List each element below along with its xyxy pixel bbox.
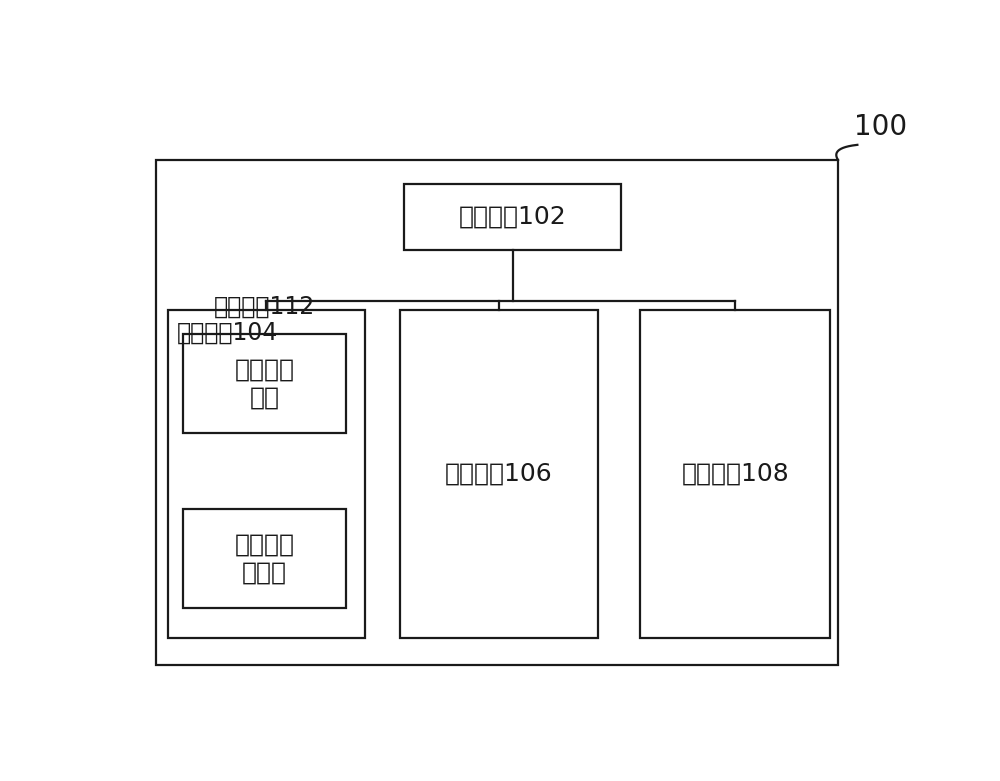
- Text: 输出装置108: 输出装置108: [681, 462, 789, 486]
- Text: 非易失性
存储器: 非易失性 存储器: [234, 533, 294, 584]
- Bar: [640, 310, 830, 638]
- Bar: [404, 184, 621, 250]
- Text: 易失性存
储器: 易失性存 储器: [234, 358, 294, 410]
- Text: 输入装置106: 输入装置106: [445, 462, 553, 486]
- Bar: [183, 334, 346, 433]
- Bar: [168, 310, 365, 638]
- Text: 总线系统112: 总线系统112: [214, 295, 315, 319]
- Text: 处理设备102: 处理设备102: [459, 205, 566, 229]
- Bar: [156, 160, 838, 665]
- Text: 100: 100: [854, 112, 907, 141]
- Bar: [400, 310, 598, 638]
- Text: 存储装置104: 存储装置104: [177, 321, 278, 345]
- Bar: [183, 508, 346, 608]
